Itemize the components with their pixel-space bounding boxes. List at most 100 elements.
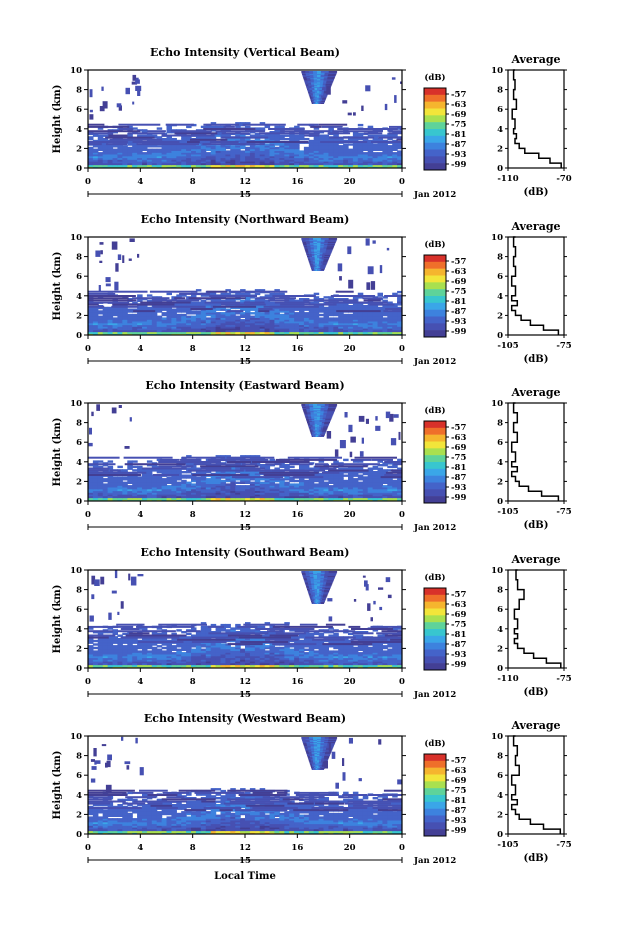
echo-cell — [294, 329, 300, 333]
echo-cell — [333, 313, 339, 317]
echo-cell — [318, 146, 325, 150]
echo-cell — [249, 299, 256, 303]
echo-cell — [117, 327, 123, 331]
echo-cell — [387, 499, 393, 501]
echo-cell — [393, 463, 402, 466]
echo-cell — [171, 319, 177, 322]
echo-cell — [245, 481, 251, 484]
echo-cell — [303, 312, 310, 315]
echo-cell — [112, 327, 118, 331]
echo-cell — [210, 299, 217, 303]
echo-cell — [97, 164, 104, 167]
echo-cell — [156, 331, 163, 334]
echo-cell — [235, 326, 241, 329]
echo-cell — [88, 295, 136, 297]
echo-cell — [205, 164, 212, 167]
echo-cell — [333, 333, 339, 335]
echo-cell — [142, 322, 148, 326]
echo-cell — [132, 322, 138, 326]
echo-cell — [210, 129, 217, 132]
echo-cell — [151, 322, 158, 326]
echo-cell — [367, 472, 374, 476]
echo-cell — [146, 322, 153, 326]
echo-cell — [227, 310, 244, 313]
echo-cell — [362, 157, 369, 160]
echo-cell — [225, 166, 231, 168]
echo-cell — [352, 490, 359, 493]
echo-cell — [92, 460, 99, 463]
echo-cell — [343, 467, 349, 470]
echo-cell — [127, 479, 133, 483]
echo-cell — [279, 160, 285, 164]
echo-cell — [210, 492, 217, 495]
echo-cell — [181, 474, 187, 477]
echo-cell — [235, 125, 241, 129]
echo-cell — [210, 136, 217, 139]
echo-cell — [245, 122, 251, 125]
echo-cell — [322, 263, 327, 266]
echo-cell — [161, 495, 168, 499]
echo-cell — [161, 317, 168, 320]
echo-cell — [225, 327, 231, 331]
echo-cell — [230, 312, 236, 315]
echo-cell — [132, 460, 138, 463]
echo-cell — [352, 148, 359, 151]
echo-cell — [200, 326, 207, 329]
echo-cell — [387, 324, 393, 327]
echo-cell — [88, 153, 94, 157]
echo-cell — [400, 81, 402, 84]
echo-cell — [397, 458, 402, 462]
echo-cell — [259, 299, 266, 303]
echo-cell — [259, 324, 266, 327]
echo-cell — [279, 152, 285, 155]
echo-cell — [88, 310, 94, 313]
colorbar-swatch — [424, 94, 446, 102]
echo-cell — [166, 125, 172, 129]
echo-cell — [249, 315, 256, 318]
echo-cell — [146, 155, 153, 159]
echo-cell — [333, 322, 339, 326]
echo-cell — [230, 329, 236, 333]
echo-cell — [279, 319, 285, 322]
echo-cell — [323, 333, 329, 335]
echo-cell — [249, 495, 256, 499]
echo-cell — [97, 148, 104, 151]
echo-cell — [142, 493, 148, 497]
avg-x-tick-label: -70 — [556, 174, 571, 184]
echo-cell — [384, 103, 388, 111]
echo-cell — [313, 155, 320, 159]
echo-cell — [225, 289, 231, 292]
echo-cell — [127, 490, 133, 493]
echo-cell — [195, 497, 202, 500]
echo-cell — [186, 145, 192, 148]
y-tick-label: 4 — [76, 125, 82, 135]
echo-cell — [323, 157, 329, 160]
echo-cell — [377, 143, 383, 146]
echo-cell — [390, 438, 397, 446]
echo-cell — [132, 308, 138, 311]
echo-cell — [362, 153, 369, 157]
echo-cell — [303, 146, 310, 150]
echo-cell — [235, 148, 241, 151]
echo-cell — [382, 495, 388, 499]
echo-cell — [186, 455, 192, 458]
echo-cell — [151, 159, 158, 162]
echo-cell — [107, 479, 114, 483]
echo-cell — [156, 127, 163, 130]
echo-cell — [264, 143, 271, 146]
echo-cell — [387, 159, 393, 162]
echo-cell — [343, 324, 349, 327]
echo-cell — [161, 492, 168, 495]
echo-cell — [240, 155, 246, 159]
echo-cell — [328, 405, 337, 407]
echo-cell — [318, 148, 325, 151]
echo-cell — [269, 317, 275, 320]
echo-cell — [205, 471, 212, 474]
echo-cell — [352, 152, 359, 155]
echo-cell — [205, 317, 212, 320]
echo-cell — [161, 157, 168, 160]
echo-cell — [392, 143, 398, 146]
echo-cell — [215, 306, 222, 310]
echo-cell — [313, 296, 320, 299]
echo-cell — [328, 240, 337, 242]
